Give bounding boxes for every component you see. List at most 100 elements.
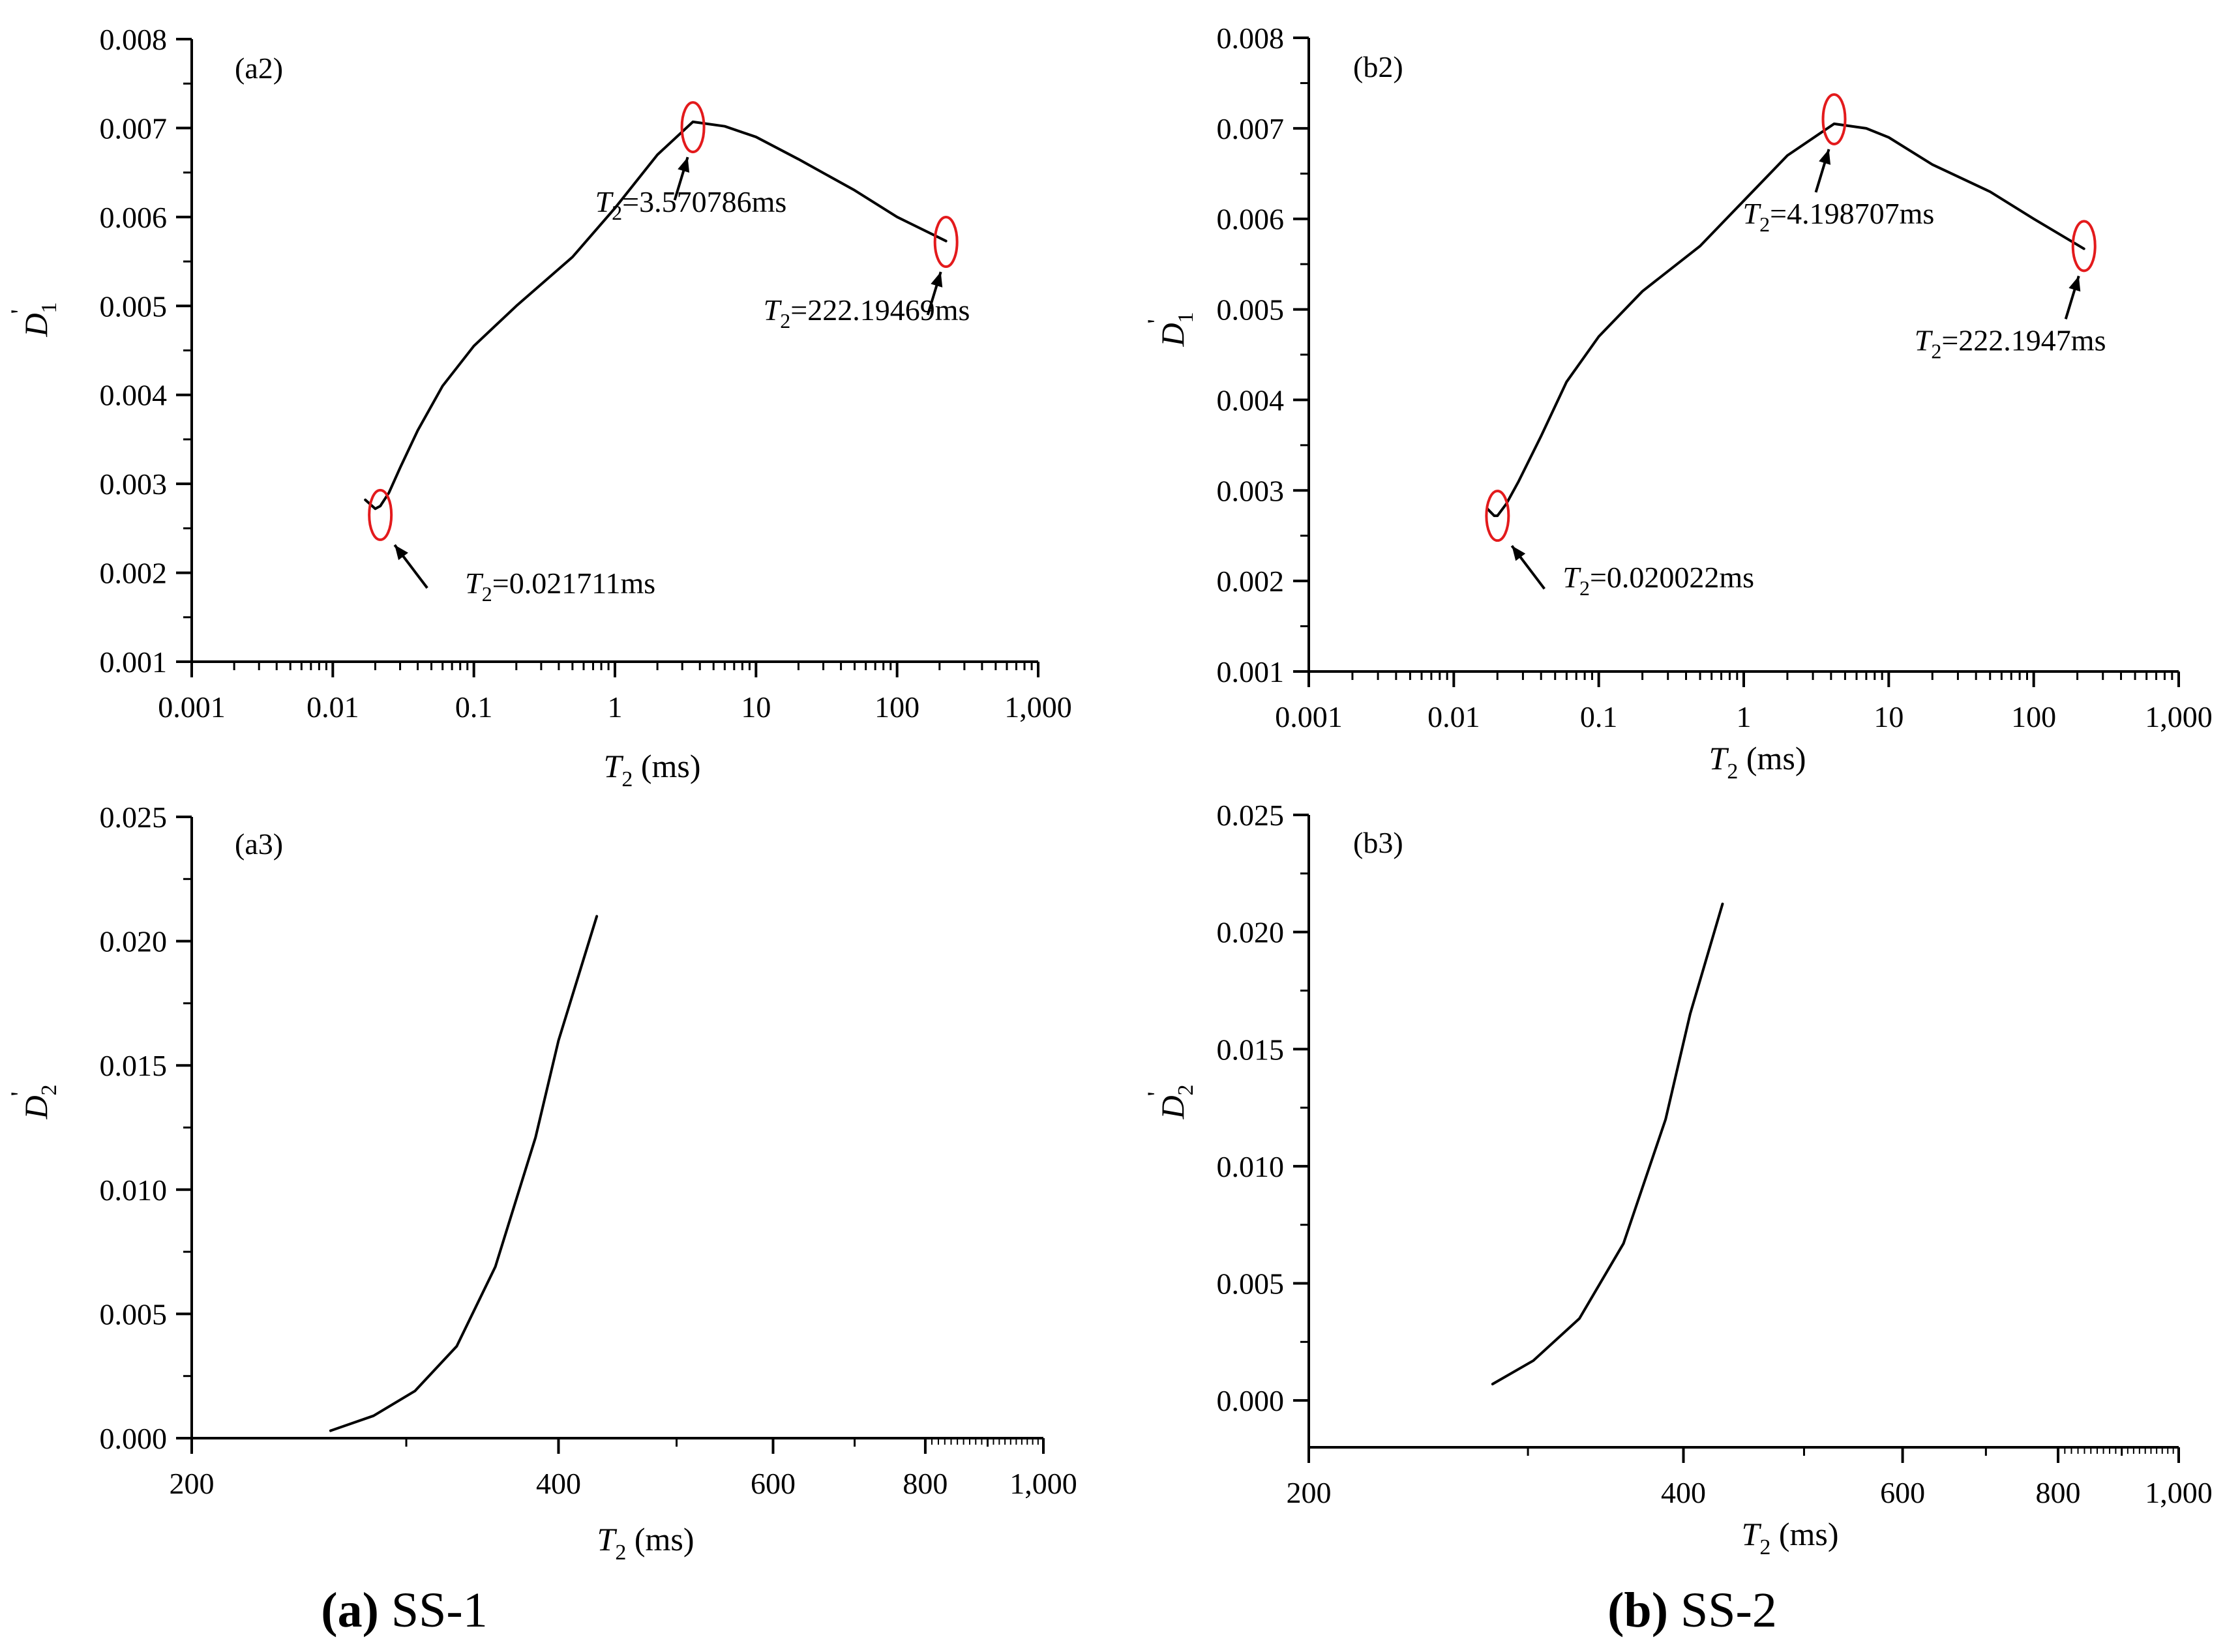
- annotation-value: =222.1947ms: [1941, 323, 2106, 357]
- x-tick-label: 100: [2011, 700, 2056, 733]
- series-line: [329, 915, 599, 1432]
- annotation-label: T2=222.1947ms: [1915, 323, 2106, 362]
- x-axis-label: T2 (ms): [1709, 740, 1806, 784]
- annotation-marker: [1485, 490, 1510, 542]
- annotation-var: T: [1562, 561, 1581, 594]
- y-tick-label: 0.020: [100, 925, 168, 958]
- x-tick-label: 0.001: [1275, 700, 1343, 733]
- annotation-sub: 2: [1931, 339, 1941, 362]
- annotation-marker: [933, 216, 959, 269]
- annotation-marker: [2071, 220, 2097, 273]
- annotation-sub: 2: [612, 201, 622, 224]
- x-tick-label: 10: [741, 690, 771, 724]
- annotation-marker: [368, 488, 393, 541]
- x-tick-label: 10: [1874, 700, 1904, 733]
- x-tick-label: 600: [1880, 1476, 1925, 1509]
- y-tick-label: 0.025: [1217, 799, 1285, 832]
- annotation-var: T: [595, 185, 614, 218]
- x-tick-label: 0.01: [1427, 700, 1480, 733]
- annotation-arrow-head: [2068, 276, 2081, 292]
- y-axis-label: D1': [1142, 312, 1198, 347]
- annotation-arrow-head: [395, 544, 408, 561]
- y-tick-label: 0.005: [1217, 1267, 1285, 1301]
- y-tick-label: 0.006: [1217, 203, 1285, 236]
- caption-a: (a) SS-1: [176, 1574, 633, 1646]
- annotation-var: T: [1915, 323, 1934, 357]
- annotation-label: T2=4.198707ms: [1743, 197, 1935, 236]
- x-axis-label: T2 (ms): [604, 748, 701, 791]
- panel-label: (b2): [1353, 50, 1403, 83]
- x-tick-label: 0.001: [158, 690, 226, 724]
- annotation-marker: [1821, 93, 1847, 145]
- y-tick-label: 0.002: [100, 557, 168, 590]
- x-axis-label-sub: 2: [615, 1541, 626, 1565]
- y-axis-label: D2': [5, 1084, 61, 1119]
- series-line: [364, 120, 948, 510]
- x-tick-label: 800: [903, 1467, 948, 1500]
- annotation-var: T: [1743, 197, 1762, 230]
- x-tick-label: 1,000: [2145, 1476, 2213, 1509]
- y-tick-label: 0.008: [1217, 22, 1285, 55]
- y-tick-label: 0.004: [100, 379, 168, 412]
- annotation-label: T2=3.570786ms: [595, 185, 787, 224]
- y-tick-label: 0.020: [1217, 916, 1285, 949]
- panel-label: (a3): [235, 827, 283, 861]
- x-tick-label: 200: [170, 1467, 215, 1500]
- y-axis-label-sub: 2: [1174, 1084, 1198, 1095]
- x-tick-label: 0.1: [1580, 700, 1618, 733]
- annotation-value: =4.198707ms: [1770, 197, 1934, 230]
- y-tick-label: 0.015: [100, 1049, 168, 1082]
- annotation-label: T2=0.020022ms: [1562, 561, 1754, 600]
- annotation-value: =222.19469ms: [790, 293, 970, 327]
- caption-b-letter: (b): [1607, 1583, 1669, 1638]
- x-axis-label-var: T: [1742, 1516, 1762, 1552]
- y-tick-label: 0.004: [1217, 383, 1285, 417]
- x-tick-label: 600: [751, 1467, 796, 1500]
- x-axis-label-unit: (ms): [1770, 1516, 1838, 1552]
- x-tick-label: 400: [1661, 1476, 1706, 1509]
- chart-b3: 200 400 600 800 1,000 0.000 0.005 0.010 0.015 0.0…: [1142, 799, 2213, 1559]
- chart-b2: 0.001 0.01 0.1 1 10 100 1,000 0.001 0.002 0.003 0.…: [1142, 22, 2213, 784]
- chart-a2: 0.001 0.01 0.1 1 10 100 1,000 0.001 0.002 0.003 0.…: [5, 23, 1072, 791]
- y-tick-label: 0.003: [1217, 474, 1285, 507]
- x-tick-label: 100: [874, 690, 919, 724]
- x-axis-label-unit: (ms): [626, 1521, 694, 1557]
- y-tick-label: 0.008: [100, 23, 168, 56]
- y-axis-label-var: D: [1154, 323, 1191, 347]
- annotation-arrow-head: [1512, 546, 1526, 561]
- caption-a-letter: (a): [321, 1583, 379, 1638]
- y-axis-label-var: D: [18, 1095, 54, 1119]
- annotation-sub: 2: [1759, 213, 1770, 236]
- annotation-var: T: [764, 293, 783, 327]
- series-line: [1486, 122, 2085, 518]
- annotation-sub: 2: [1579, 576, 1590, 600]
- x-tick-label: 800: [2036, 1476, 2081, 1509]
- x-axis-label-sub: 2: [621, 767, 633, 791]
- x-tick-label: 1: [608, 690, 623, 724]
- y-axis-label-prime: ': [1142, 319, 1171, 323]
- annotation-value: =0.020022ms: [1590, 561, 1754, 594]
- x-axis-label-unit: (ms): [633, 748, 700, 784]
- y-tick-label: 0.002: [1217, 565, 1285, 598]
- caption-a-label: SS-1: [391, 1583, 488, 1638]
- x-axis-label: T2 (ms): [1742, 1516, 1839, 1559]
- annotation-value: =3.570786ms: [622, 185, 786, 218]
- annotation-label: T2=0.021711ms: [465, 567, 655, 606]
- y-tick-label: 0.005: [1217, 293, 1285, 327]
- annotation-marker: [680, 101, 706, 154]
- annotation-sub: 2: [780, 309, 790, 332]
- y-tick-label: 0.010: [100, 1173, 168, 1207]
- y-tick-label: 0.015: [1217, 1033, 1285, 1066]
- chart-a3: 200 400 600 800 1,000 0.000 0.005 0.010 0.015 0.0…: [5, 801, 1077, 1565]
- y-tick-label: 0.001: [100, 645, 168, 679]
- y-axis-label-sub: 1: [37, 302, 61, 313]
- y-tick-label: 0.005: [100, 289, 168, 323]
- y-axis-label-prime: ': [5, 309, 35, 314]
- x-axis-label-var: T: [604, 748, 624, 784]
- annotation-value: =0.021711ms: [492, 567, 655, 600]
- x-tick-label: 1: [1737, 700, 1752, 733]
- y-tick-label: 0.006: [100, 201, 168, 234]
- caption-b-label: SS-2: [1680, 1583, 1777, 1638]
- x-axis-label-sub: 2: [1759, 1535, 1770, 1559]
- panel-label: (b3): [1353, 826, 1403, 859]
